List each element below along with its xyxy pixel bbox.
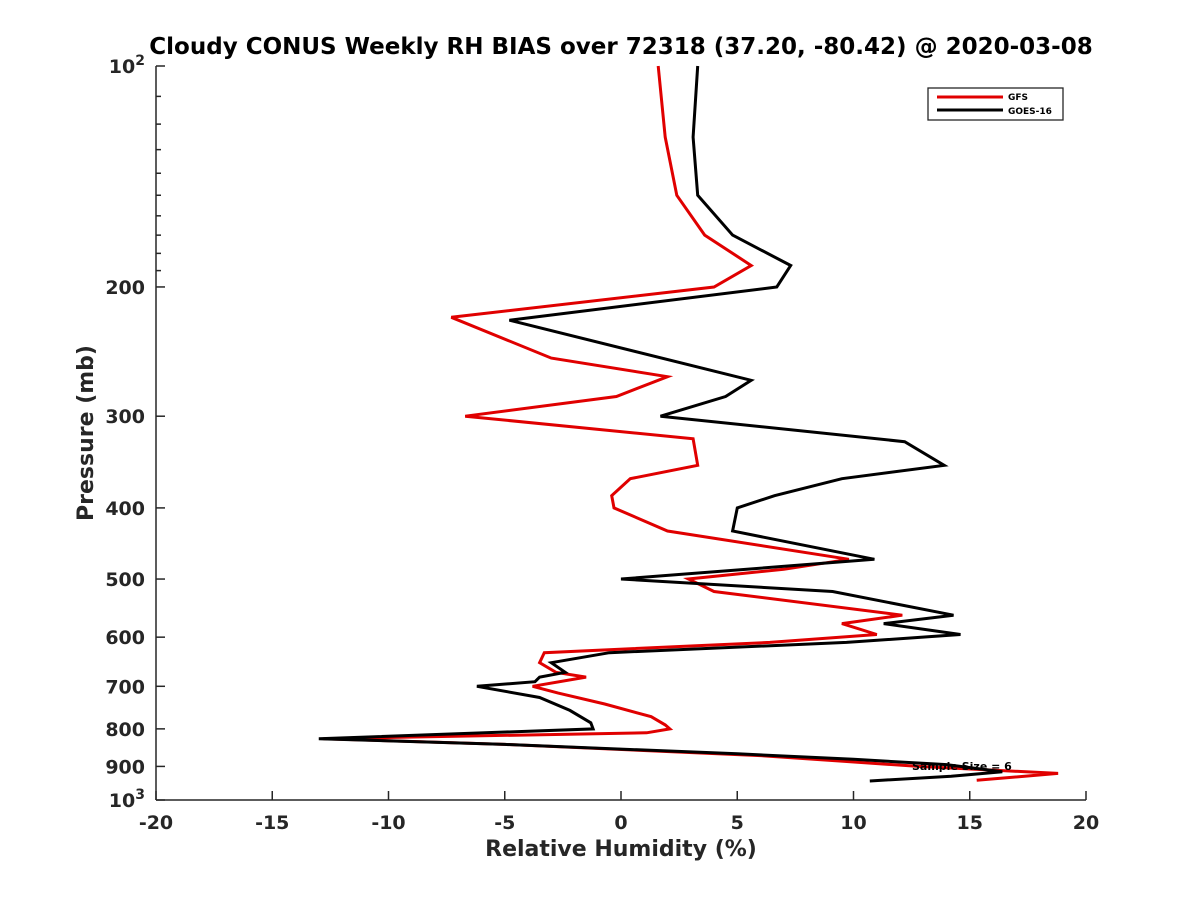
x-tick-label: -10 — [371, 812, 405, 834]
x-tick-label: 5 — [731, 812, 744, 834]
y-tick-label: 800 — [105, 719, 145, 741]
y-tick-label: 300 — [105, 406, 145, 428]
x-tick-label: 15 — [957, 812, 983, 834]
chart-title: Cloudy CONUS Weekly RH BIAS over 72318 (… — [149, 34, 1092, 60]
y-tick-label: 400 — [105, 498, 145, 520]
legend-label-gfs: GFS — [1008, 93, 1028, 103]
x-ticks: -20 -15 -10 -5 0 5 10 15 20 — [139, 791, 1099, 834]
x-tick-label: 20 — [1073, 812, 1099, 834]
y-ticks: 102 200 300 400 500 600 700 800 900 103 — [105, 53, 165, 812]
y-axis-label: Pressure (mb) — [74, 345, 99, 521]
y-tick-label: 102 — [109, 53, 145, 78]
series-line-goes16 — [318, 65, 1003, 783]
series-line-gfs — [323, 65, 1059, 782]
series-layer — [318, 65, 1059, 783]
sample-size-annotation: Sample Size = 6 — [912, 760, 1012, 773]
x-tick-label: -5 — [494, 812, 515, 834]
legend-label-goes16: GOES-16 — [1008, 107, 1052, 117]
plot-area: -20 -15 -10 -5 0 5 10 15 20 102 200 300 400 500 600 70… — [105, 53, 1099, 834]
y-tick-label: 900 — [105, 756, 145, 778]
y-tick-label: 200 — [105, 277, 145, 299]
x-tick-label: 0 — [614, 812, 627, 834]
legend-box — [927, 87, 1064, 121]
y-tick-label: 700 — [105, 676, 145, 698]
x-tick-label: 10 — [840, 812, 866, 834]
y-tick-label: 103 — [109, 787, 145, 812]
x-axis-label: Relative Humidity (%) — [485, 837, 757, 862]
x-tick-label: -15 — [255, 812, 289, 834]
x-tick-label: -20 — [139, 812, 173, 834]
y-tick-label: 600 — [105, 627, 145, 649]
legend: GFS GOES-16 — [927, 87, 1064, 121]
y-tick-label: 500 — [105, 569, 145, 591]
